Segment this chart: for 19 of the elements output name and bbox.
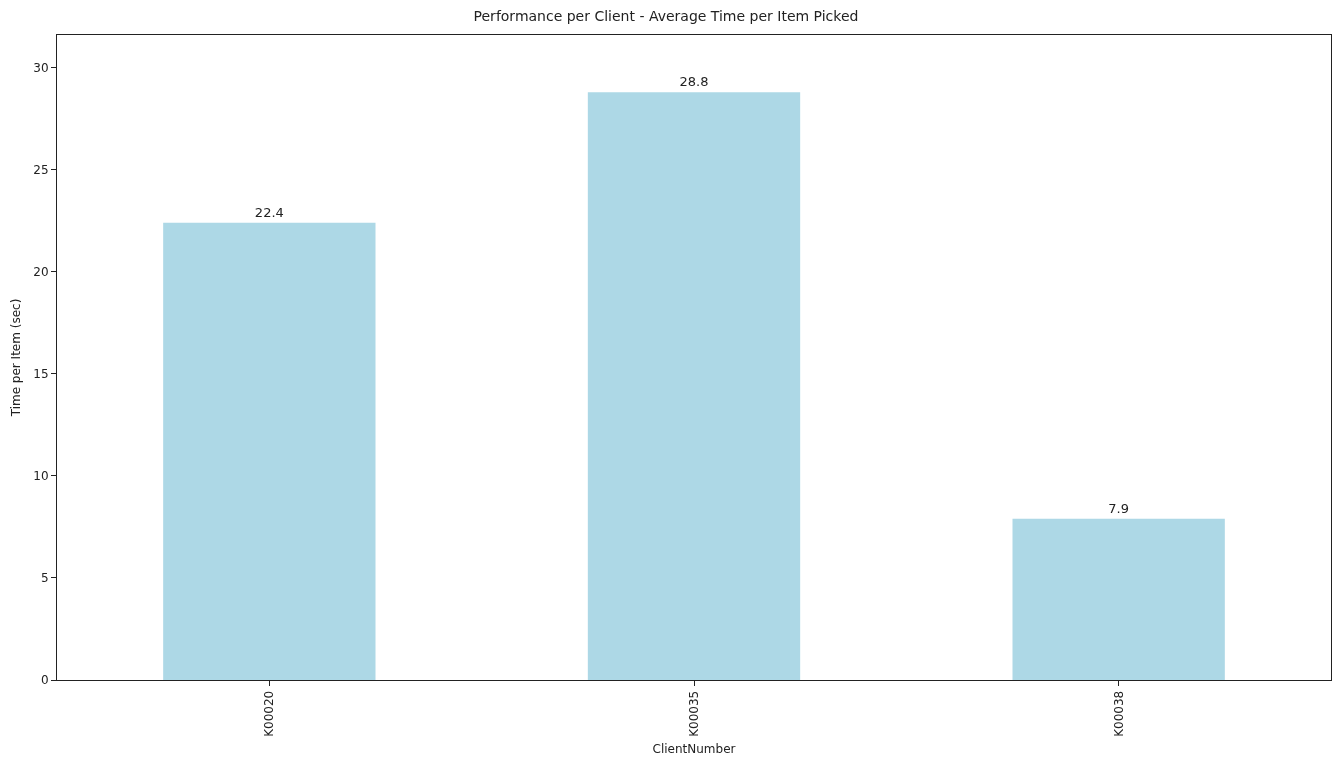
bar — [1012, 518, 1225, 680]
y-tick-label: 15 — [33, 367, 49, 382]
x-axis-title: ClientNumber — [652, 741, 736, 756]
data-label: 28.8 — [679, 74, 709, 90]
x-tick-label: K00035 — [686, 690, 701, 737]
y-tick-label: 10 — [33, 469, 49, 484]
bar — [163, 222, 376, 680]
bar — [587, 92, 801, 680]
y-tick-label: 30 — [33, 60, 49, 75]
data-label: 22.4 — [254, 204, 284, 220]
x-tick-label: K00020 — [262, 690, 277, 737]
y-tick-label: 20 — [33, 264, 49, 279]
y-tick-label: 5 — [40, 571, 49, 586]
y-tick-label: 25 — [33, 162, 49, 177]
data-label: 7.9 — [1108, 500, 1130, 516]
x-tick-label: K00038 — [1111, 690, 1126, 737]
y-axis-title: Time per Item (sec) — [8, 298, 23, 418]
chart-title: Performance per Client - Average Time per Item Picked — [473, 8, 859, 25]
y-tick-label: 0 — [40, 673, 49, 688]
